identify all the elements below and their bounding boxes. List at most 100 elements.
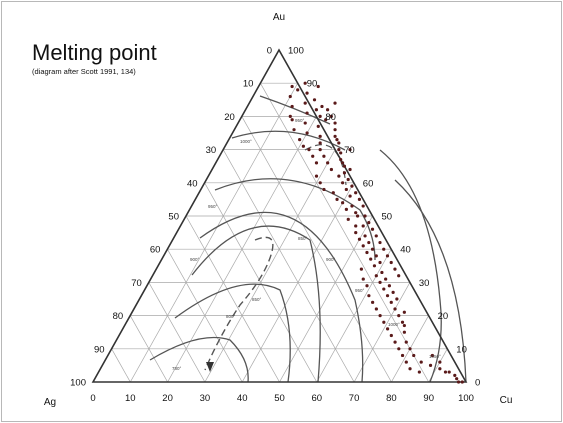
- sample-point: [369, 257, 373, 261]
- tick-label: 30: [206, 145, 217, 156]
- sample-point: [312, 98, 317, 102]
- sample-point: [342, 171, 347, 175]
- sample-point: [292, 128, 296, 132]
- sample-point: [344, 207, 348, 211]
- isotherm-curve: [231, 130, 346, 151]
- sample-point: [371, 300, 375, 304]
- sample-point: [361, 204, 365, 208]
- tick-label: 60: [312, 393, 323, 404]
- sample-point: [408, 367, 412, 371]
- sample-point: [296, 88, 300, 92]
- sample-point: [393, 340, 397, 344]
- grid-line: [316, 249, 392, 383]
- sample-point: [389, 300, 393, 304]
- isotherm-label: 850°: [252, 297, 262, 302]
- sample-point: [393, 267, 397, 271]
- tick-label: 80: [325, 112, 336, 123]
- sample-point: [365, 250, 369, 255]
- tick-label: 30: [419, 278, 430, 289]
- tick-label: 100: [288, 46, 304, 57]
- sample-point: [307, 148, 311, 152]
- sample-point: [402, 330, 406, 334]
- isotherm-curve: [394, 179, 467, 383]
- sample-point: [288, 94, 292, 99]
- sample-point: [378, 240, 382, 245]
- sample-point: [361, 277, 365, 281]
- sample-point: [412, 353, 416, 358]
- isotherm-label: 800°: [226, 314, 236, 319]
- sample-point: [354, 211, 358, 215]
- tick-label: 10: [243, 79, 254, 90]
- isotherm-label: 950°: [295, 118, 305, 123]
- sample-point: [314, 108, 318, 112]
- sample-point: [318, 114, 322, 118]
- sample-point: [303, 101, 307, 105]
- isotherm-curve: [199, 211, 364, 383]
- grid-line: [353, 282, 411, 383]
- sample-point: [290, 118, 294, 122]
- sample-point: [357, 237, 362, 241]
- isotherm-curve: [191, 225, 321, 383]
- sample-point: [397, 274, 401, 278]
- sample-point: [430, 353, 434, 358]
- tick-label: 20: [162, 393, 173, 404]
- corner-label-au: Au: [273, 12, 285, 23]
- sample-point: [350, 184, 354, 188]
- sample-point: [361, 244, 365, 248]
- sample-point: [357, 197, 362, 201]
- sample-point: [354, 191, 358, 195]
- sample-point: [316, 84, 320, 89]
- slide-title: Melting point: [32, 40, 157, 65]
- sample-point: [354, 224, 358, 228]
- sample-point: [339, 157, 343, 162]
- sample-point: [382, 247, 386, 251]
- ternary-triangle: [91, 48, 468, 383]
- sample-point: [389, 333, 393, 338]
- sample-point: [385, 294, 390, 298]
- isotherm-curve: [149, 336, 249, 383]
- sample-point: [322, 154, 326, 158]
- sample-point: [378, 280, 382, 284]
- sample-point: [318, 134, 322, 138]
- sample-point: [290, 84, 294, 89]
- sample-point: [337, 148, 341, 152]
- sample-point: [311, 154, 315, 158]
- sample-point: [391, 290, 395, 294]
- sample-point: [303, 121, 307, 125]
- tick-label: 90: [307, 79, 318, 90]
- sample-point: [335, 197, 339, 201]
- sample-point: [456, 380, 461, 384]
- tick-label: 10: [125, 393, 136, 404]
- isotherm-label: 780°: [172, 366, 182, 371]
- sample-point: [382, 320, 386, 324]
- sample-point: [382, 287, 386, 291]
- sample-point: [346, 217, 350, 221]
- sample-point: [348, 194, 352, 198]
- sample-point: [378, 314, 382, 318]
- sample-point: [374, 274, 378, 278]
- sample-point: [387, 284, 391, 288]
- tick-label: 70: [349, 393, 360, 404]
- slide-subtitle: (diagram after Scott 1991, 134): [32, 67, 136, 76]
- tick-label: 60: [363, 178, 374, 189]
- tick-label: 0: [475, 378, 480, 389]
- sample-point: [395, 297, 399, 301]
- sample-point: [372, 264, 377, 268]
- sample-point: [365, 284, 369, 288]
- isotherm-label: 900°: [190, 257, 200, 262]
- sample-point: [402, 323, 406, 328]
- sample-point: [404, 340, 408, 344]
- eutectic-arrow-icon: [206, 362, 214, 372]
- sample-point: [453, 373, 457, 377]
- sample-point: [341, 181, 345, 185]
- sample-point: [380, 270, 384, 275]
- isotherm-label: 950°: [355, 288, 365, 293]
- sample-point: [402, 310, 406, 314]
- sample-point: [370, 227, 375, 231]
- tick-label: 40: [187, 178, 198, 189]
- sample-point: [417, 370, 421, 374]
- sample-point: [363, 234, 367, 238]
- sample-point: [419, 360, 423, 364]
- sample-point: [333, 101, 337, 105]
- isotherm-label: 1000°: [388, 322, 400, 327]
